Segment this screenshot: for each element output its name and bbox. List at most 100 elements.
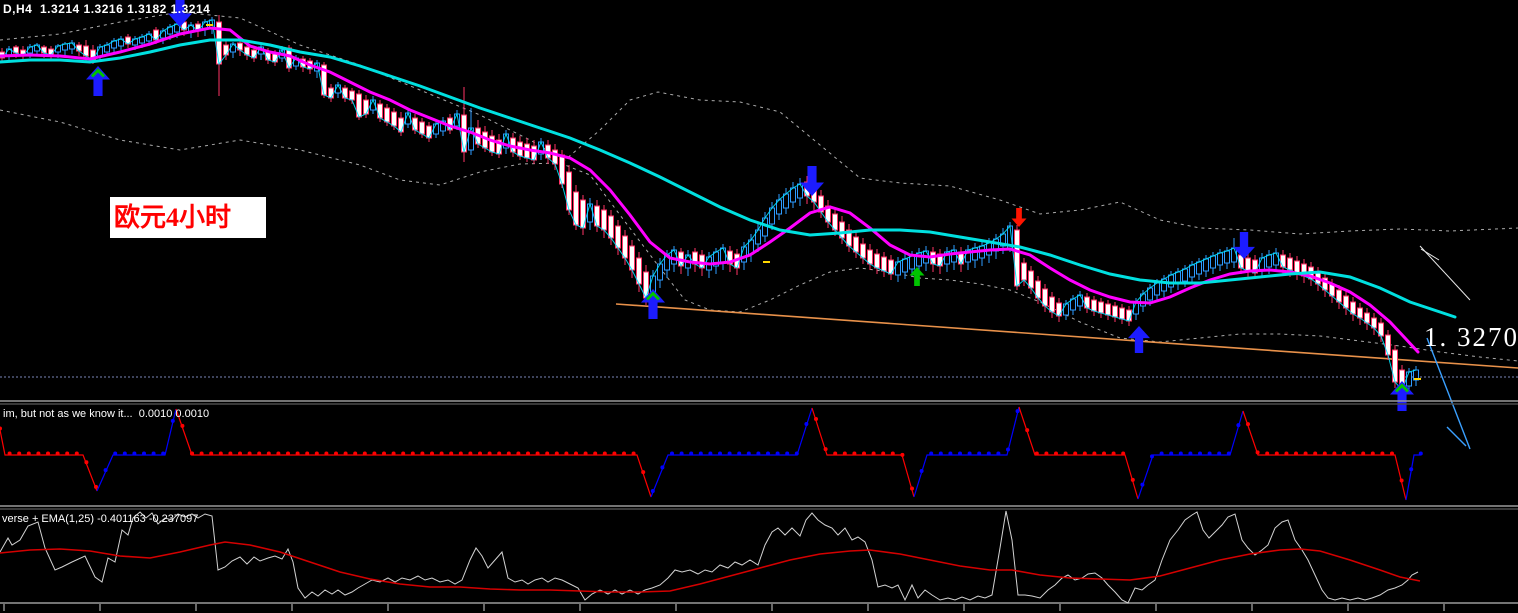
comment-label-box[interactable]: 欧元4小时 [110, 197, 266, 238]
signal-dot [833, 451, 838, 456]
bull-candle [1077, 294, 1083, 307]
signal-dot [1380, 451, 1385, 456]
signal-dot [362, 451, 367, 456]
signal-dot [1418, 451, 1423, 456]
signal-dot [1198, 451, 1202, 456]
bottom-indicator-label: verse + EMA(1,25) -0.401163 -0.237097 [2, 513, 199, 525]
bear-candle [1056, 302, 1062, 317]
signal-dot [996, 451, 1001, 456]
signal-dot [334, 451, 338, 456]
bear-candle [601, 209, 607, 231]
signal-dot [1159, 451, 1164, 456]
bull-candle [1273, 252, 1279, 266]
signal-dot [151, 451, 156, 456]
signal-dot [1370, 451, 1375, 456]
signal-step-line [96, 408, 177, 492]
signal-dot [535, 451, 540, 456]
price-annotation[interactable]: 1. 3270 [1424, 322, 1518, 352]
middle-oscillator-layer [0, 406, 1423, 501]
signal-dot [708, 451, 713, 456]
bear-candle [363, 99, 369, 115]
signal-dot [622, 451, 626, 456]
green-arrow-overlay-icon [645, 291, 661, 301]
signal-dot [718, 451, 722, 456]
signal-dot [1274, 451, 1279, 456]
signal-dot [967, 451, 972, 456]
buy-arrow-icon [641, 289, 665, 319]
signal-dot [430, 451, 434, 456]
signal-dot [142, 451, 146, 456]
bear-candle [1014, 229, 1020, 287]
signal-dot [1294, 451, 1298, 456]
signal-dot [94, 484, 98, 489]
bear-candle [76, 44, 82, 52]
signal-dot [1342, 451, 1346, 456]
signal-dot [1073, 451, 1078, 456]
signal-dot [218, 451, 223, 456]
signal-dot [103, 468, 108, 473]
signal-step-line [650, 407, 813, 498]
signal-dot [977, 451, 982, 456]
bull-candle [1259, 257, 1265, 271]
signal-dot [900, 452, 905, 457]
signal-dot [0, 426, 2, 431]
bull-candle [1224, 250, 1230, 264]
signal-dot [353, 451, 358, 456]
signal-dot [132, 451, 137, 456]
signal-dot [55, 451, 60, 456]
bear-candle [1049, 296, 1055, 313]
signal-step-line [175, 408, 652, 498]
signal-dot [785, 451, 790, 456]
signal-dot [1082, 451, 1087, 456]
bear-candle [412, 117, 418, 131]
signal-dot [468, 451, 473, 456]
signal-dot [382, 451, 386, 456]
signal-dot [1255, 450, 1260, 455]
signal-dot [746, 451, 751, 456]
signal-dot [190, 451, 194, 456]
signal-dot [775, 451, 780, 456]
bear-candle [272, 53, 278, 63]
bull-candle [104, 44, 110, 53]
bear-candle [328, 87, 334, 99]
signal-dot [1111, 451, 1116, 456]
green-arrow-overlay-icon [90, 68, 106, 78]
bear-candle [1084, 296, 1090, 309]
signal-dot [1006, 447, 1010, 452]
signal-dot [958, 451, 962, 456]
signal-dot [420, 451, 425, 456]
blue-trend-object [1426, 337, 1471, 450]
bull-candle [1196, 261, 1202, 275]
signal-dot [1361, 451, 1366, 456]
bear-candle [881, 256, 887, 272]
bull-candle [720, 247, 726, 263]
signal-dot [631, 451, 636, 456]
bull-candle [1182, 268, 1188, 282]
sell-arrow-icon [1011, 208, 1027, 227]
bear-candle [1294, 260, 1300, 274]
bull-candle [69, 42, 75, 50]
signal-dot [247, 451, 252, 456]
signal-dot [372, 451, 377, 456]
signal-dot [238, 451, 242, 456]
bull-candle [741, 246, 747, 263]
bear-candle [594, 205, 600, 227]
signal-dot [113, 451, 118, 456]
oscillator-raw-line [0, 510, 1419, 604]
signal-dot [46, 451, 50, 456]
signal-step-line [913, 406, 1020, 498]
signal-step-line [1405, 454, 1421, 501]
signal-dot [660, 465, 665, 470]
signal-dot [814, 417, 818, 422]
signal-dot [17, 451, 22, 456]
signal-dot [1207, 451, 1212, 456]
bear-candle [1280, 254, 1286, 268]
signal-dot [593, 451, 598, 456]
signal-dot [737, 451, 742, 456]
signal-dot [641, 470, 646, 475]
bollinger-upper-band [0, 11, 1518, 235]
signal-dot [948, 451, 953, 456]
signal-dot [727, 451, 732, 456]
signal-dot [478, 451, 482, 456]
